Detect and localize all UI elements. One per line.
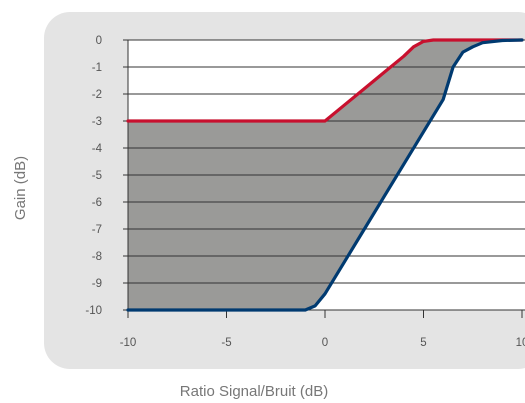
x-tick-labels: -10 -5 0 5 10 bbox=[120, 337, 525, 349]
y-axis-title: Gain (dB) bbox=[12, 156, 29, 220]
y-tick-label: -2 bbox=[92, 89, 102, 101]
y-tick-label: -6 bbox=[92, 197, 102, 209]
y-tick-label: 0 bbox=[96, 35, 102, 47]
y-tick-label: -1 bbox=[92, 62, 102, 74]
x-tick-label: -5 bbox=[221, 337, 231, 349]
y-tick-label: -10 bbox=[85, 305, 102, 317]
y-tick-label: -5 bbox=[92, 170, 102, 182]
y-tick-label: -7 bbox=[92, 224, 102, 236]
x-tick-label: 0 bbox=[322, 337, 328, 349]
x-tick-label: 10 bbox=[516, 337, 525, 349]
gridlines bbox=[123, 39, 525, 311]
x-tick-label: -10 bbox=[120, 337, 137, 349]
y-tick-label: -9 bbox=[92, 278, 102, 290]
x-tick-label: 5 bbox=[420, 337, 426, 349]
upper-gain-curve bbox=[126, 38, 524, 123]
y-tick-label: -3 bbox=[92, 116, 102, 128]
y-tick-labels: 0 -1 -2 -3 -4 -5 -6 -7 -8 -9 -10 bbox=[85, 35, 102, 317]
y-tick-label: -4 bbox=[92, 143, 103, 155]
x-axis-title: Ratio Signal/Bruit (dB) bbox=[180, 383, 328, 400]
lower-gain-curve bbox=[126, 38, 524, 312]
y-tick-label: -8 bbox=[92, 251, 102, 263]
